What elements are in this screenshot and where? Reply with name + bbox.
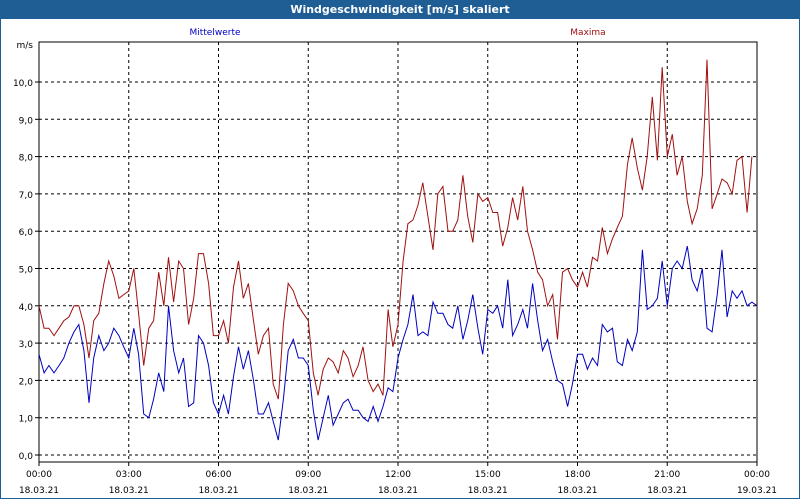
x-tick-label-date: 18.03.21 bbox=[557, 486, 597, 496]
x-tick-label-date: 18.03.21 bbox=[19, 486, 59, 496]
y-tick-label: 10,0 bbox=[13, 79, 33, 89]
y-tick-label: 3,0 bbox=[19, 340, 34, 350]
y-tick-label: 9,0 bbox=[19, 116, 34, 126]
x-tick-label-time: 06:00 bbox=[206, 470, 232, 480]
y-tick-label: 2,0 bbox=[19, 377, 34, 387]
x-tick-label-time: 15:00 bbox=[475, 470, 501, 480]
x-tick-label-date: 19.03.21 bbox=[737, 486, 777, 496]
x-tick-label-time: 12:00 bbox=[385, 470, 411, 480]
x-tick-label-time: 21:00 bbox=[654, 470, 680, 480]
x-tick-label-date: 18.03.21 bbox=[647, 486, 687, 496]
x-tick-label-date: 18.03.21 bbox=[288, 486, 328, 496]
x-tick-label-date: 18.03.21 bbox=[198, 486, 238, 496]
x-tick-label-time: 00:00 bbox=[26, 470, 52, 480]
x-tick-label-time: 18:00 bbox=[565, 470, 591, 480]
y-tick-label: 4,0 bbox=[19, 303, 34, 313]
y-tick-label: 0,0 bbox=[19, 452, 34, 462]
series-line-maxima bbox=[38, 59, 753, 400]
chart-title: Windgeschwindigkeit [m/s] skaliert bbox=[0, 0, 800, 19]
y-tick-label: 6,0 bbox=[19, 228, 34, 238]
y-tick-label: 7,0 bbox=[19, 191, 34, 201]
x-tick-label-date: 18.03.21 bbox=[468, 486, 508, 496]
x-tick-label-date: 18.03.21 bbox=[378, 486, 418, 496]
y-tick-label: 1,0 bbox=[19, 415, 34, 425]
y-axis-label: m/s bbox=[17, 41, 34, 51]
x-tick-label-time: 09:00 bbox=[295, 470, 321, 480]
x-tick-label-time: 00:00 bbox=[744, 470, 770, 480]
y-tick-label: 8,0 bbox=[19, 154, 34, 164]
y-tick-label: 5,0 bbox=[19, 266, 34, 276]
legend-entry-maxima: Maxima bbox=[570, 28, 605, 38]
x-tick-label-time: 03:00 bbox=[116, 470, 142, 480]
series-line-mittelwerte bbox=[38, 245, 758, 441]
legend-entry-mittelwerte: Mittelwerte bbox=[189, 28, 240, 38]
x-tick-label-date: 18.03.21 bbox=[109, 486, 149, 496]
